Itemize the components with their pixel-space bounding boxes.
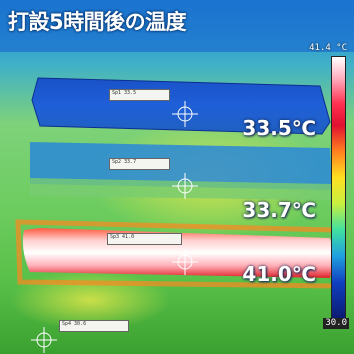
spot-label: Sp4 30.6 [59, 320, 129, 332]
temperature-reading-top: 33.5℃ [242, 116, 316, 140]
temperature-colorbar [331, 56, 346, 320]
image-title: 打設5時間後の温度 [8, 10, 187, 34]
scale-max-label: 41.4 °C [309, 43, 347, 53]
temperature-reading-bottom: 41.0℃ [242, 262, 316, 286]
scale-min-label: 30.0 [323, 318, 349, 329]
spot-label: Sp3 41.0 [107, 233, 182, 245]
spot-label: Sp2 33.7 [109, 158, 170, 170]
temperature-reading-middle: 33.7℃ [242, 198, 316, 222]
spot-label: Sp1 33.5 [109, 89, 170, 101]
